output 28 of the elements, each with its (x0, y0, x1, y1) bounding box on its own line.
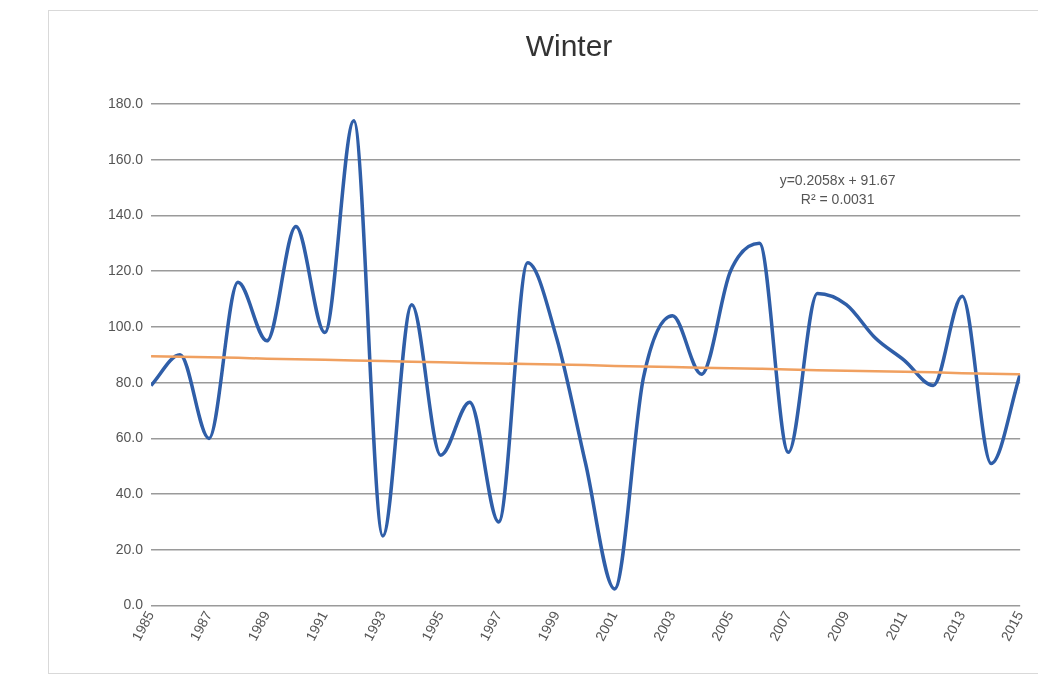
x-tick-label: 2011 (882, 608, 911, 643)
x-tick-label: 2005 (707, 608, 737, 644)
y-tick-label: 160.0 (107, 150, 144, 167)
x-tick-label: 2009 (823, 608, 853, 644)
y-tick-label: 180.0 (107, 94, 144, 111)
x-tick-label: 1991 (302, 608, 332, 644)
annotation: y=0.2058x + 91.67 (779, 171, 896, 188)
x-tick-label: 1989 (244, 608, 274, 644)
chart-title: Winter (525, 29, 613, 63)
x-tick-label: 2003 (649, 608, 679, 644)
x-tick-label: 2015 (997, 608, 1027, 644)
x-tick-label: 1993 (360, 608, 389, 644)
y-tick-label: 80.0 (115, 373, 144, 390)
x-tick-label: 2007 (765, 608, 795, 644)
y-tick-label: 120.0 (107, 262, 144, 279)
y-tick-label: 100.0 (107, 317, 144, 334)
y-tick-label: 60.0 (115, 429, 144, 446)
annotation: R² = 0.0031 (800, 190, 875, 207)
x-tick-label: 2013 (939, 608, 969, 644)
x-tick-label: 1987 (186, 608, 216, 644)
line-series (151, 118, 1021, 591)
x-tick-label: 1999 (533, 608, 563, 644)
x-tick-label: 1997 (475, 608, 505, 644)
y-tick-label: 20.0 (115, 540, 144, 557)
y-tick-label: 140.0 (107, 206, 144, 223)
x-tick-label: 1995 (418, 608, 447, 644)
y-tick-label: 40.0 (115, 485, 144, 501)
x-tick-label: 2001 (591, 608, 621, 644)
